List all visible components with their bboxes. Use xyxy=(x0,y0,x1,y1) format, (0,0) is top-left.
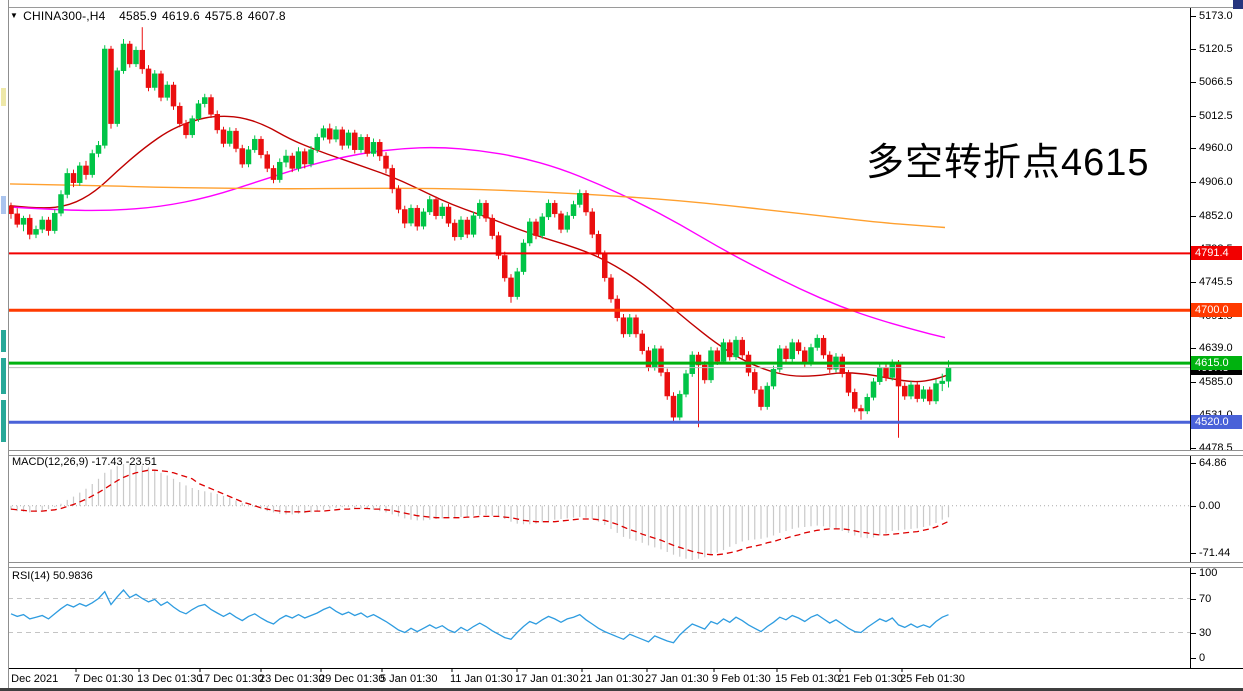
text-annotation[interactable]: 多空转折点4615 xyxy=(866,142,1150,184)
date-label: 27 Jan 01:30 xyxy=(645,673,709,685)
rsi-tick-mark xyxy=(1191,573,1196,574)
price-tick-mark xyxy=(1191,215,1196,217)
ohlc-high: 4619.6 xyxy=(162,9,200,23)
panel-splitter[interactable] xyxy=(0,450,1243,456)
background-window-fragment xyxy=(1,330,6,352)
rsi-panel xyxy=(8,589,1190,644)
price-tick-label: 4585.0 xyxy=(1199,375,1233,388)
time-axis[interactable]: 1 Dec 2021 7 Dec 01:30 13 Dec 01:30 17 Dec … xyxy=(0,671,1243,688)
price-tick-mark xyxy=(1191,48,1196,50)
price-tick-mark xyxy=(1191,281,1196,283)
price-tick-mark xyxy=(1191,182,1196,184)
background-window-fragment xyxy=(1,400,6,442)
macd-tick-label: 64.86 xyxy=(1199,457,1227,469)
macd-panel xyxy=(8,463,1190,560)
macd-tick-mark xyxy=(1191,505,1196,507)
price-tick-label: 4745.5 xyxy=(1199,275,1233,288)
price-tick-label: 4639.0 xyxy=(1199,342,1233,355)
price-badge-4791.4: 4791.4 xyxy=(1191,246,1242,260)
background-window-fragment xyxy=(1,88,6,106)
date-label: 13 Dec 01:30 xyxy=(137,673,203,685)
price-badge-4520.0: 4520.0 xyxy=(1191,415,1242,429)
date-label: 5 Jan 01:30 xyxy=(380,673,438,685)
background-window-fragment xyxy=(1,358,6,394)
price-badge-4615.0: 4615.0 xyxy=(1191,356,1242,370)
left-window-sliver xyxy=(0,0,9,691)
moving-averages xyxy=(9,115,949,383)
price-tick-mark xyxy=(1191,82,1196,84)
price-tick-label: 5120.5 xyxy=(1199,42,1233,55)
rsi-tick-label: 0 xyxy=(1199,652,1206,664)
price-badge-4700.0: 4700.0 xyxy=(1191,303,1242,317)
price-axis: 5173.0 5120.5 5066.5 5012.5 4960.0 4906.0 4852… xyxy=(1190,8,1243,668)
macd-tick-mark xyxy=(1191,553,1196,554)
price-tick-label: 4852.0 xyxy=(1199,209,1233,222)
macd-tick-label: -71.44 xyxy=(1199,547,1231,559)
rsi-indicator-label: RSI(14) 50.9836 xyxy=(12,570,93,582)
price-tick-label: 5173.0 xyxy=(1199,10,1233,22)
date-label: 25 Feb 01:30 xyxy=(900,673,965,685)
price-tick-label: 4960.0 xyxy=(1199,142,1233,155)
macd-signal-line xyxy=(10,469,949,556)
horizontal-lines[interactable] xyxy=(8,252,1190,424)
chart-title: ▼ CHINA300-,H4 4585.9 4619.6 4575.8 4607.8 xyxy=(10,9,286,23)
background-window-fragment xyxy=(1,196,6,214)
date-label: 17 Jan 01:30 xyxy=(515,673,579,685)
price-tick-label: 4906.0 xyxy=(1199,176,1233,189)
date-label: 9 Feb 01:30 xyxy=(712,673,771,685)
rsi-tick-mark xyxy=(1191,632,1196,634)
macd-tick-mark xyxy=(1191,463,1196,464)
price-tick-mark xyxy=(1191,348,1196,350)
date-label: 21 Feb 01:30 xyxy=(838,673,903,685)
price-tick-mark xyxy=(1191,115,1196,117)
macd-indicator-label: MACD(12,26,9) -17.43 -23.51 xyxy=(12,456,157,468)
price-tick-label: 5066.5 xyxy=(1199,76,1233,89)
candlesticks xyxy=(8,27,952,438)
price-tick-mark xyxy=(1191,16,1196,17)
date-label: 17 Dec 01:30 xyxy=(198,673,264,685)
rsi-line xyxy=(10,589,949,644)
price-tick-mark xyxy=(1191,148,1196,150)
date-label: 1 Dec 2021 xyxy=(2,673,59,685)
window-top-border xyxy=(0,7,1243,8)
macd-tick-label: 0.00 xyxy=(1199,499,1221,512)
price-tick-mark xyxy=(1191,448,1196,449)
background-window-corner xyxy=(1233,0,1243,9)
date-label: 7 Dec 01:30 xyxy=(74,673,134,685)
date-label: 15 Feb 01:30 xyxy=(775,673,840,685)
ohlc-low: 4575.8 xyxy=(204,9,243,23)
symbol-period: CHINA300-,H4 xyxy=(23,9,106,23)
window-bottom-edge xyxy=(0,688,1243,691)
rsi-tick-label: 100 xyxy=(1199,567,1218,579)
time-axis-border xyxy=(0,668,1243,669)
price-tick-mark xyxy=(1191,381,1196,383)
collapse-ohlc-icon[interactable]: ▼ xyxy=(10,11,19,20)
date-label: 21 Jan 01:30 xyxy=(580,673,644,685)
ohlc-open: 4585.9 xyxy=(119,9,158,23)
ohlc-close: 4607.8 xyxy=(247,9,286,23)
rsi-tick-label: 30 xyxy=(1199,626,1212,639)
date-label: 29 Dec 01:30 xyxy=(319,673,385,685)
rsi-tick-mark xyxy=(1191,658,1196,659)
date-label: 11 Jan 01:30 xyxy=(450,673,513,685)
rsi-tick-label: 70 xyxy=(1199,592,1212,605)
price-tick-label: 5012.5 xyxy=(1199,109,1233,122)
ma-fast-red xyxy=(9,115,949,383)
ma-slow-orange xyxy=(9,183,946,229)
date-label: 23 Dec 01:30 xyxy=(259,673,325,685)
panel-splitter[interactable] xyxy=(0,562,1243,568)
rsi-tick-mark xyxy=(1191,598,1196,600)
ma-mid-magenta xyxy=(9,146,946,339)
